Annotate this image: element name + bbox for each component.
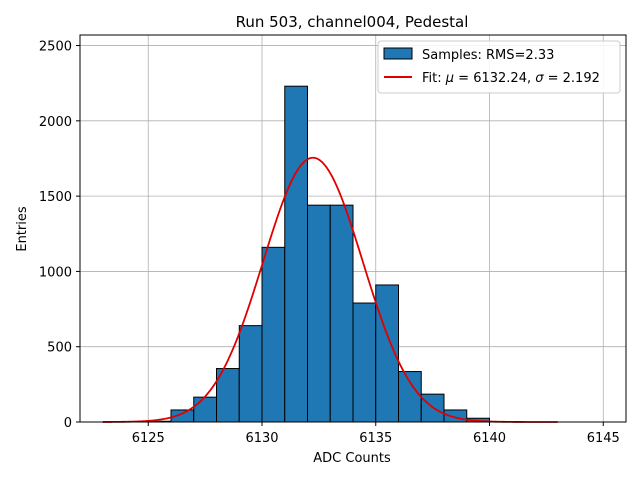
y-axis-ticks: 0 500 1000 1500 2000 2500 (39, 40, 80, 431)
histogram-bar (284, 85, 308, 423)
histogram-bars (147, 85, 490, 423)
legend-swatch-samples (383, 47, 413, 60)
legend-fit-sigma-text: = 2.192 (543, 71, 599, 86)
x-tick-label: 6135 (359, 431, 392, 446)
x-tick-label: 6140 (473, 431, 506, 446)
legend-label-fit: Fit: μ = 6132.24, σ = 2.192 (422, 71, 600, 86)
legend-fit-mu-text: = 6132.24, (454, 71, 535, 86)
x-tick-label: 6125 (132, 431, 165, 446)
legend-fit-mu-symbol: μ (445, 71, 454, 86)
y-tick-label: 500 (47, 341, 72, 356)
legend: Samples: RMS=2.33 Fit: μ = 6132.24, σ = … (377, 40, 621, 94)
x-tick-label: 6130 (245, 431, 278, 446)
y-axis-label: Entries (15, 206, 30, 252)
chart-title: Run 503, channel004, Pedestal (236, 13, 469, 31)
histogram-bar (307, 204, 331, 423)
histogram-bar (261, 246, 286, 423)
legend-fit-prefix: Fit: (422, 71, 446, 86)
y-tick-label: 0 (64, 416, 72, 431)
legend-label-samples: Samples: RMS=2.33 (422, 48, 554, 63)
y-tick-label: 1000 (39, 265, 72, 280)
x-axis-ticks: 6125 6130 6135 6140 6145 (132, 422, 620, 446)
y-tick-label: 2000 (39, 115, 72, 130)
legend-box (377, 40, 621, 94)
histogram-bar (352, 302, 377, 423)
x-axis-label: ADC Counts (313, 451, 391, 466)
histogram-bar (193, 396, 217, 423)
y-tick-label: 2500 (39, 40, 72, 55)
histogram-bar (398, 371, 422, 423)
plot-frame (79, 34, 627, 423)
legend-fit-sigma-symbol: σ (535, 71, 544, 86)
y-tick-label: 1500 (39, 190, 72, 205)
histogram-bar (238, 325, 263, 423)
fit-curve (102, 156, 558, 423)
histogram-bar (329, 204, 354, 423)
x-tick-label: 6145 (587, 431, 620, 446)
